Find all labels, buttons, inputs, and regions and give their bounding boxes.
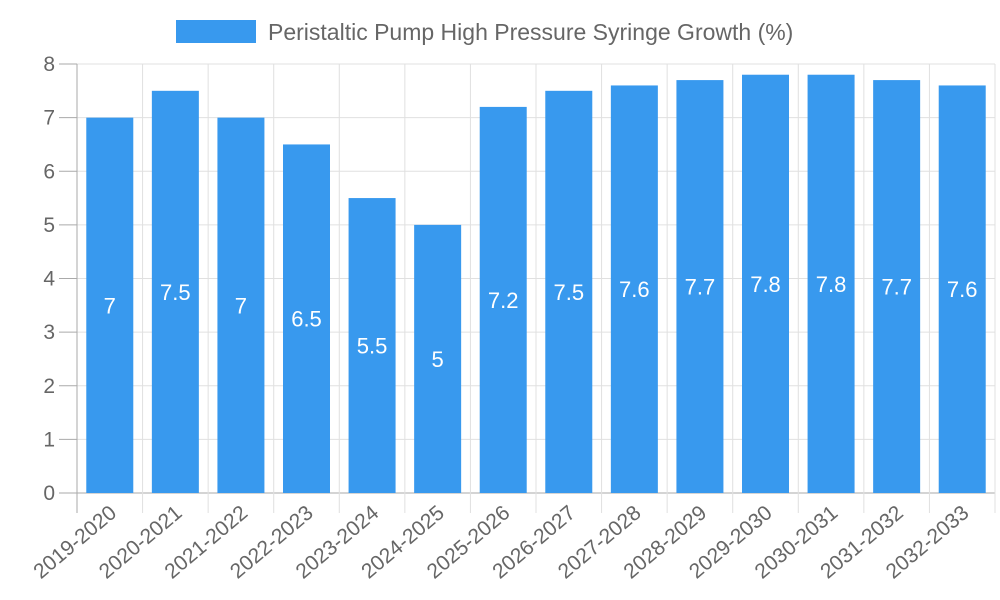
data-label: 7.7: [881, 275, 912, 300]
bar[interactable]: [151, 90, 199, 493]
y-tick-label: 6: [43, 160, 55, 183]
bar[interactable]: [742, 74, 789, 493]
y-tick-label: 4: [43, 268, 55, 291]
data-label: 6.5: [291, 307, 322, 332]
legend[interactable]: Peristaltic Pump High Pressure Syringe G…: [176, 19, 793, 45]
data-label: 7.8: [816, 272, 847, 297]
y-tick-label: 5: [43, 214, 55, 237]
data-label: 7.8: [750, 272, 781, 297]
y-tick-label: 3: [43, 321, 55, 344]
y-tick-label: 0: [43, 482, 55, 505]
bars: 7 7.5 7 6.5 5.5 5 7.2 7.5 7.6 7.7 7.8 7.8 7.7 7.6: [86, 74, 986, 494]
bar[interactable]: [283, 144, 330, 493]
bar[interactable]: [873, 80, 921, 494]
bar[interactable]: [348, 198, 396, 493]
grid: [76, 63, 996, 513]
bar[interactable]: [610, 85, 658, 493]
bar[interactable]: [414, 224, 462, 493]
y-tick-label: 2: [43, 375, 55, 398]
legend-swatch: [176, 20, 256, 43]
bar[interactable]: [938, 85, 986, 493]
legend-label: Peristaltic Pump High Pressure Syringe G…: [268, 19, 793, 45]
y-tick-label: 7: [43, 107, 55, 130]
bar[interactable]: [86, 117, 134, 493]
data-label: 7.6: [947, 277, 978, 302]
bar[interactable]: [676, 80, 724, 494]
data-label: 7.7: [685, 275, 716, 300]
data-label: 7.5: [553, 280, 584, 305]
data-label: 5: [432, 347, 444, 372]
data-label: 7: [104, 293, 116, 318]
y-tick-label: 8: [43, 53, 55, 76]
data-label: 7.6: [619, 277, 650, 302]
y-tick-label: 1: [43, 428, 55, 451]
data-label: 7.5: [160, 280, 191, 305]
bar[interactable]: [217, 117, 265, 493]
data-label: 7: [235, 293, 247, 318]
data-label: 5.5: [357, 334, 388, 359]
bar[interactable]: [807, 74, 855, 493]
bar[interactable]: [545, 90, 593, 493]
bar[interactable]: [479, 106, 527, 494]
data-label: 7.2: [488, 288, 519, 313]
